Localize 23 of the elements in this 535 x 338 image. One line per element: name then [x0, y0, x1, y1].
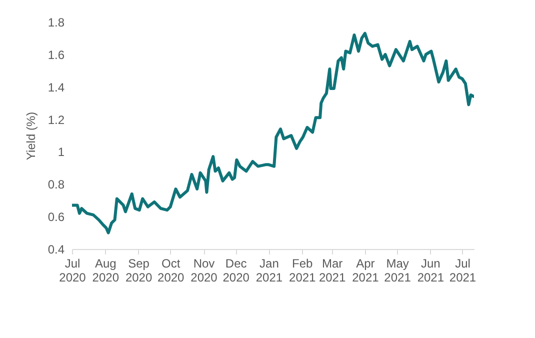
x-tick-label: Dec 2020	[222, 256, 250, 284]
y-tick-label: 1.8	[48, 16, 65, 30]
y-tick-label: 0.6	[48, 210, 65, 224]
x-tick-label: Mar 2021	[318, 256, 346, 284]
x-tick-label: Apr 2021	[352, 256, 380, 284]
x-tick-label: Aug 2020	[92, 256, 120, 284]
y-tick-label: 1.6	[48, 48, 65, 62]
line-series	[72, 32, 474, 234]
y-axis-title: Yield (%)	[24, 112, 38, 160]
x-tick-label: Feb 2021	[289, 256, 316, 284]
y-tick-label: 0.8	[48, 178, 65, 192]
x-tick-label: Jul 2020	[59, 256, 86, 284]
y-tick-label: 1.4	[48, 80, 65, 94]
x-tick-label: May 2021	[384, 256, 412, 284]
x-tick-label: Sep 2020	[125, 256, 152, 284]
y-tick-label: 0.4	[48, 242, 65, 256]
x-tick-label: Jul 2021	[449, 256, 476, 284]
x-tick-label: Jun 2021	[417, 256, 444, 284]
y-tick-label: 1.2	[48, 112, 65, 127]
x-tick-label: Oct 2020	[158, 256, 185, 284]
y-tick-label: 1	[58, 145, 65, 160]
x-tick-label: Nov 2020	[190, 256, 218, 284]
x-tick-label: Jan 2021	[256, 256, 283, 284]
